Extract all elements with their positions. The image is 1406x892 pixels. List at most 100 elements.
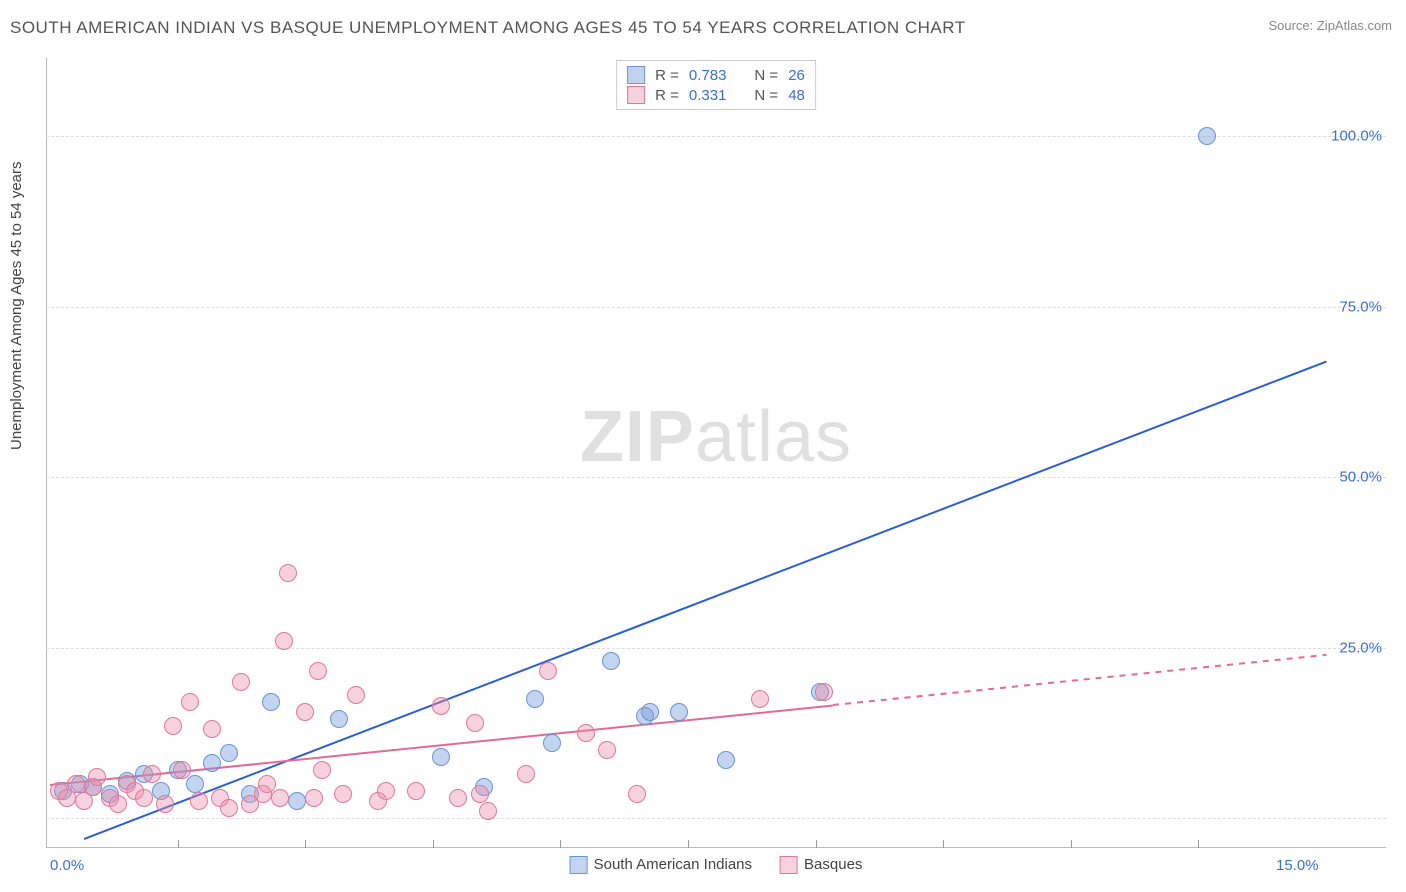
trend-line xyxy=(833,654,1327,706)
data-point xyxy=(432,697,450,715)
data-point xyxy=(309,662,327,680)
data-point xyxy=(628,785,646,803)
data-point xyxy=(347,686,365,704)
x-tick-mark xyxy=(433,840,434,848)
n-label: N = xyxy=(754,67,778,84)
series-legend: South American Indians Basques xyxy=(570,856,863,874)
gridline xyxy=(46,648,1386,649)
data-point xyxy=(203,720,221,738)
trend-line xyxy=(84,361,1327,840)
r-label: R = xyxy=(655,87,679,104)
data-point xyxy=(220,799,238,817)
data-point xyxy=(751,690,769,708)
y-axis-line xyxy=(46,58,47,848)
data-point xyxy=(526,690,544,708)
n-label: N = xyxy=(754,87,778,104)
data-point xyxy=(815,683,833,701)
gridline xyxy=(46,136,1386,137)
legend-row: R = 0.783 N = 26 xyxy=(627,65,805,85)
x-tick-mark xyxy=(305,840,306,848)
data-point xyxy=(641,703,659,721)
x-tick-mark xyxy=(943,840,944,848)
legend-swatch xyxy=(570,856,588,874)
legend-row: R = 0.331 N = 48 xyxy=(627,85,805,105)
data-point xyxy=(181,693,199,711)
x-tick-mark xyxy=(1198,840,1199,848)
x-tick-mark xyxy=(560,840,561,848)
y-tick-label: 100.0% xyxy=(1331,128,1382,145)
x-tick-mark xyxy=(816,840,817,848)
data-point xyxy=(279,564,297,582)
data-point xyxy=(543,734,561,752)
data-point xyxy=(330,710,348,728)
data-point xyxy=(67,775,85,793)
r-value: 0.783 xyxy=(689,67,727,84)
data-point xyxy=(288,792,306,810)
data-point xyxy=(539,662,557,680)
data-point xyxy=(407,782,425,800)
gridline xyxy=(46,477,1386,478)
trend-line xyxy=(50,704,833,785)
data-point xyxy=(471,785,489,803)
n-value: 26 xyxy=(788,67,805,84)
plot-area: ZIPatlas R =0.783N =26R =0.331N =48 Sout… xyxy=(46,58,1386,848)
data-point xyxy=(135,789,153,807)
n-value: 48 xyxy=(788,87,805,104)
legend-label: Basques xyxy=(804,856,862,873)
x-tick-label: 0.0% xyxy=(50,857,84,874)
data-point xyxy=(232,673,250,691)
data-point xyxy=(173,761,191,779)
data-point xyxy=(602,652,620,670)
gridline xyxy=(46,307,1386,308)
data-point xyxy=(296,703,314,721)
watermark-text: ZIPatlas xyxy=(580,396,852,478)
legend-label: South American Indians xyxy=(594,856,752,873)
r-value: 0.331 xyxy=(689,87,727,104)
data-point xyxy=(262,693,280,711)
data-point xyxy=(577,724,595,742)
data-point xyxy=(517,765,535,783)
data-point xyxy=(598,741,616,759)
data-point xyxy=(109,795,127,813)
data-point xyxy=(203,754,221,772)
x-tick-mark xyxy=(1071,840,1072,848)
data-point xyxy=(275,632,293,650)
legend-swatch xyxy=(627,66,645,84)
gridline xyxy=(46,818,1386,819)
x-tick-mark xyxy=(688,840,689,848)
data-point xyxy=(1198,127,1216,145)
data-point xyxy=(88,768,106,786)
data-point xyxy=(432,748,450,766)
y-axis-label: Unemployment Among Ages 45 to 54 years xyxy=(8,161,25,450)
data-point xyxy=(377,782,395,800)
data-point xyxy=(143,765,161,783)
chart-container: SOUTH AMERICAN INDIAN VS BASQUE UNEMPLOY… xyxy=(0,0,1406,892)
data-point xyxy=(717,751,735,769)
watermark-bold: ZIP xyxy=(580,397,695,477)
x-tick-mark xyxy=(178,840,179,848)
y-tick-label: 50.0% xyxy=(1339,469,1382,486)
data-point xyxy=(313,761,331,779)
correlation-legend: R = 0.783 N = 26 R = 0.331 N = 48 xyxy=(616,60,816,110)
chart-title: SOUTH AMERICAN INDIAN VS BASQUE UNEMPLOY… xyxy=(10,18,966,38)
legend-swatch xyxy=(780,856,798,874)
legend-item: Basques xyxy=(780,856,862,874)
data-point xyxy=(479,802,497,820)
data-point xyxy=(466,714,484,732)
data-point xyxy=(220,744,238,762)
r-label: R = xyxy=(655,67,679,84)
source-attribution: Source: ZipAtlas.com xyxy=(1268,18,1392,33)
data-point xyxy=(670,703,688,721)
data-point xyxy=(186,775,204,793)
data-point xyxy=(164,717,182,735)
data-point xyxy=(190,792,208,810)
data-point xyxy=(449,789,467,807)
y-tick-label: 25.0% xyxy=(1339,639,1382,656)
x-axis-line xyxy=(46,847,1386,848)
data-point xyxy=(156,795,174,813)
data-point xyxy=(271,789,289,807)
data-point xyxy=(305,789,323,807)
legend-swatch xyxy=(627,86,645,104)
data-point xyxy=(334,785,352,803)
x-tick-label: 15.0% xyxy=(1276,857,1319,874)
